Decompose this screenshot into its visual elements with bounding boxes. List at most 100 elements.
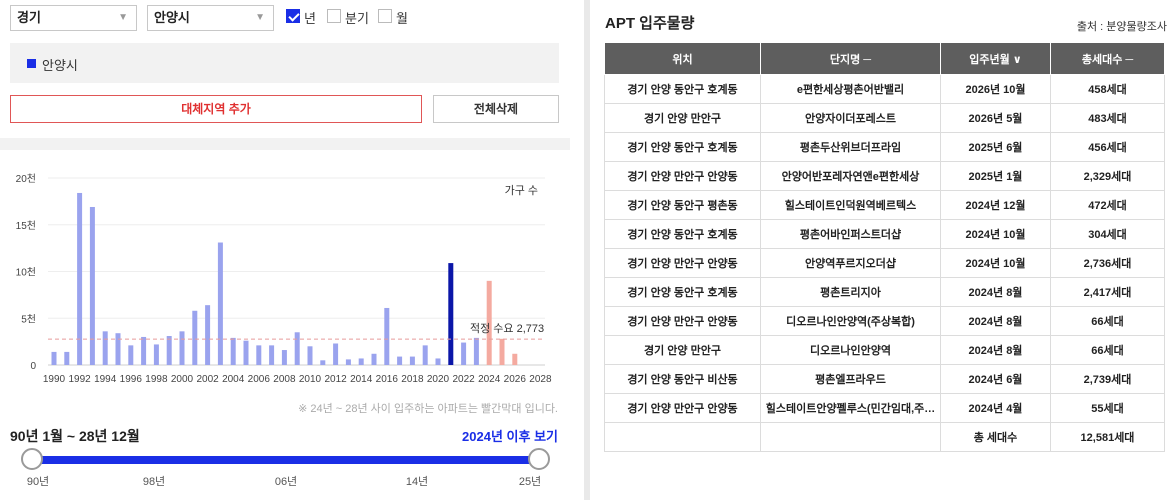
bar-2024 <box>486 280 492 365</box>
table-row[interactable]: 경기 안양 만안구 안양동 안양어반포레자연앤e편한세상 2025년 1월 2,329… <box>604 161 1165 191</box>
cell-complex-name: e편한세상평촌어반밸리 <box>760 74 941 104</box>
y-tick-label: 0 <box>30 361 36 372</box>
x-tick-label: 1990 <box>43 374 66 385</box>
table-row[interactable]: 경기 안양 만안구 안양동 디오르나인안양역(주상복합) 2024년 8월 66세대 <box>604 306 1165 336</box>
bar-2000 <box>179 331 185 365</box>
apt-table-body: 경기 안양 동안구 호계동 e편한세상평촌어반밸리 2026년 10월 458세대 경기… <box>604 74 1165 452</box>
bar-2022 <box>461 342 467 365</box>
chart-note: ※ 24년 ~ 28년 사이 입주하는 아파트는 빨간막대 입니다. <box>298 403 558 415</box>
period-year-checkbox[interactable] <box>286 9 300 23</box>
bar-2012 <box>333 343 339 365</box>
col-header-location[interactable]: 위치 <box>604 42 761 75</box>
view-after-2024-link[interactable]: 2024년 이후 보기 <box>462 429 558 444</box>
bar-1992 <box>77 192 83 365</box>
chevron-down-icon: ▼ <box>118 12 128 23</box>
bar-2004 <box>230 337 236 365</box>
x-tick-label: 1998 <box>145 374 168 385</box>
table-row[interactable]: 경기 안양 만안구 안양동 힐스테이트안양펠루스(민간임대,주… 2024년 4월 5… <box>604 393 1165 423</box>
cell-complex-name: 평촌트리지아 <box>760 277 941 307</box>
bar-2009 <box>294 332 300 365</box>
x-tick-label: 2008 <box>273 374 296 385</box>
cell-complex-name: 안양어반포레자연앤e편한세상 <box>760 161 941 191</box>
col-header-total-units[interactable]: 총세대수 ─ <box>1050 42 1165 75</box>
cell-complex-name: 평촌두산위브더프라임 <box>760 132 941 162</box>
period-slider-end-handle[interactable] <box>528 448 550 470</box>
cell-location: 경기 안양 만안구 안양동 <box>604 248 761 278</box>
y-tick-label: 5천 <box>21 313 36 325</box>
x-tick-label: 2024 <box>478 374 501 385</box>
table-header-row: 위치 단지명 ─ 입주년월 ∨ 총세대수 ─ <box>604 42 1165 75</box>
cell-complex-name: 디오르나인안양역(주상복합) <box>760 306 941 336</box>
bar-1997 <box>141 336 147 365</box>
bar-1994 <box>102 331 108 365</box>
right-panel: APT 입주물량 출처 : 분양물량조사 위치 단지명 ─ 입주년월 ∨ 총세대… <box>604 0 1171 500</box>
table-row[interactable]: 경기 안양 만안구 디오르나인안양역 2024년 8월 66세대 <box>604 335 1165 365</box>
cell-complex-name: 힐스테이트안양펠루스(민간임대,주… <box>760 393 941 423</box>
province-select[interactable]: 경기 ▼ <box>10 5 137 31</box>
apt-section-title: APT 입주물량 <box>605 15 695 32</box>
x-tick-label: 1994 <box>94 374 117 385</box>
table-row[interactable]: 경기 안양 동안구 호계동 e편한세상평촌어반밸리 2026년 10월 458세대 <box>604 74 1165 104</box>
table-total-row: 총 세대수 12,581세대 <box>604 422 1165 452</box>
bar-2026 <box>512 353 518 365</box>
cell-move-in-date: 2024년 8월 <box>940 306 1051 336</box>
period-year-label: 년 <box>304 11 316 26</box>
cell-total-units: 66세대 <box>1050 306 1165 336</box>
table-row[interactable]: 경기 안양 동안구 호계동 평촌트리지아 2024년 8월 2,417세대 <box>604 277 1165 307</box>
x-tick-label: 2018 <box>401 374 424 385</box>
bar-2008 <box>281 350 287 365</box>
cell-location: 경기 안양 동안구 평촌동 <box>604 190 761 220</box>
cell-total-units: 2,736세대 <box>1050 248 1165 278</box>
supply-bar-chart: 0 5천 10천 15천 20천 1990 1992 1994 1996 1998 2000 2002… <box>16 173 552 385</box>
cell-complex-name: 평촌어바인퍼스트더샵 <box>760 219 941 249</box>
selected-region-box: 안양시 <box>10 43 559 83</box>
section-divider <box>0 138 570 150</box>
cell-total-units: 304세대 <box>1050 219 1165 249</box>
period-quarter-checkbox[interactable] <box>327 9 341 23</box>
cell-location: 경기 안양 동안구 호계동 <box>604 219 761 249</box>
reference-line-label: 적정 수요 2,773 <box>470 322 544 335</box>
period-month-label: 월 <box>396 11 408 26</box>
cell-total-units: 66세대 <box>1050 335 1165 365</box>
cell-location: 경기 안양 동안구 비산동 <box>604 364 761 394</box>
apt-supply-table: 위치 단지명 ─ 입주년월 ∨ 총세대수 ─ 경기 안양 동안구 호계동 e편한세… <box>604 42 1165 452</box>
cell-complex-name: 평촌엘프라우드 <box>760 364 941 394</box>
x-tick-label: 2016 <box>376 374 399 385</box>
slider-tick-label: 90년 <box>26 476 50 488</box>
period-slider-track[interactable] <box>32 456 539 464</box>
cell-total-units: 458세대 <box>1050 74 1165 104</box>
table-row[interactable]: 경기 안양 동안구 평촌동 힐스테이트인덕원역베르텍스 2024년 12월 472세대 <box>604 190 1165 220</box>
cell-complex-name: 힐스테이트인덕원역베르텍스 <box>760 190 941 220</box>
cell-move-in-date: 2024년 12월 <box>940 190 1051 220</box>
col-header-move-in-date[interactable]: 입주년월 ∨ <box>940 42 1051 75</box>
period-month-checkbox[interactable] <box>378 9 392 23</box>
cell-total-units: 483세대 <box>1050 103 1165 133</box>
region-name: 안양시 <box>42 58 78 73</box>
bar-2018 <box>409 356 415 365</box>
add-alternative-region-button[interactable]: 대체지역 추가 <box>10 95 422 123</box>
table-row[interactable]: 경기 안양 동안구 호계동 평촌어바인퍼스트더샵 2024년 10월 304세대 <box>604 219 1165 249</box>
table-row[interactable]: 경기 안양 만안구 안양자이더포레스트 2026년 5월 483세대 <box>604 103 1165 133</box>
city-select[interactable]: 안양시 ▼ <box>147 5 274 31</box>
col-header-complex-name[interactable]: 단지명 ─ <box>760 42 941 75</box>
y-tick-label: 15천 <box>16 220 36 232</box>
table-row[interactable]: 경기 안양 만안구 안양동 안양역푸르지오더샵 2024년 10월 2,736세대 <box>604 248 1165 278</box>
slider-tick-label: 98년 <box>142 476 166 488</box>
x-tick-label: 2012 <box>324 374 347 385</box>
x-tick-label: 1992 <box>68 374 91 385</box>
bar-2006 <box>256 345 262 365</box>
cell-complex-name: 디오르나인안양역 <box>760 335 941 365</box>
chevron-down-icon: ▼ <box>255 12 265 23</box>
x-tick-label: 1996 <box>120 374 143 385</box>
cell-move-in-date: 2025년 6월 <box>940 132 1051 162</box>
bar-2025 <box>499 338 505 365</box>
period-slider-start-handle[interactable] <box>21 448 43 470</box>
bar-1998 <box>153 344 159 365</box>
cell-move-in-date: 2024년 8월 <box>940 277 1051 307</box>
table-row[interactable]: 경기 안양 동안구 호계동 평촌두산위브더프라임 2025년 6월 456세대 <box>604 132 1165 162</box>
delete-all-button[interactable]: 전체삭제 <box>433 95 559 123</box>
bar-1999 <box>166 336 172 365</box>
table-row[interactable]: 경기 안양 동안구 비산동 평촌엘프라우드 2024년 6월 2,739세대 <box>604 364 1165 394</box>
period-range-label: 90년 1월 ~ 28년 12월 <box>10 428 140 444</box>
bar-2007 <box>269 345 275 365</box>
